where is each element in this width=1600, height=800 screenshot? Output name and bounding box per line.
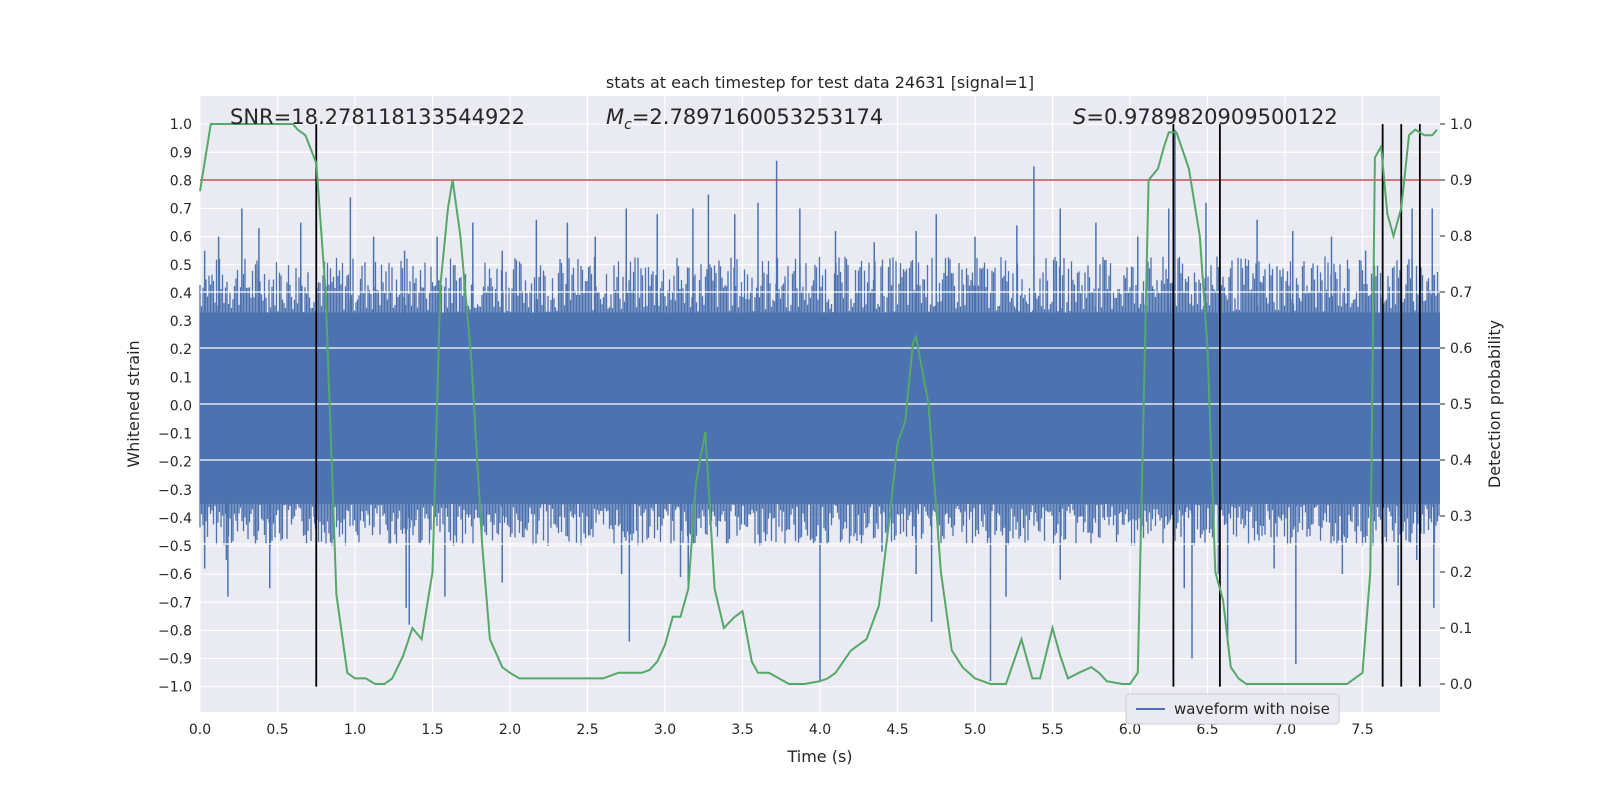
x-tick-label: 7.5 [1351, 722, 1373, 738]
y-axis-label-left: Whitened strain [124, 340, 143, 467]
left-tick-label: 0.7 [170, 202, 192, 218]
x-tick-label: 2.5 [576, 722, 598, 738]
left-tick-label: 0.0 [170, 398, 192, 414]
left-tick-label: −1.0 [158, 680, 192, 696]
x-tick-label: 1.0 [344, 722, 366, 738]
legend-box [1125, 693, 1340, 725]
trigger-markers [315, 124, 1421, 687]
right-axis-ticks: 1.0 0.9 0.8 0.7 0.6 0.5 0.4 0.3 0.2 0.1 0.0 [1440, 117, 1472, 693]
x-tick-label: 6.0 [1119, 722, 1141, 738]
left-tick-label: −0.2 [158, 455, 192, 471]
left-tick-label: 0.5 [170, 258, 192, 274]
right-tick-label: 0.1 [1450, 621, 1472, 637]
x-tick-label: 5.0 [964, 722, 986, 738]
x-tick-label: 2.0 [499, 722, 521, 738]
left-tick-label: −0.6 [158, 567, 192, 583]
left-tick-label: −0.8 [158, 623, 192, 639]
left-tick-label: −0.7 [158, 595, 192, 611]
chirp-mass-value: =2.7897160053253174 [632, 105, 883, 129]
left-tick-label: 0.1 [170, 370, 192, 386]
left-tick-label: 0.9 [170, 145, 192, 161]
left-tick-label: −0.5 [158, 539, 192, 555]
x-tick-label: 7.0 [1274, 722, 1296, 738]
left-tick-label: −0.9 [158, 652, 192, 668]
right-tick-label: 0.2 [1450, 565, 1472, 581]
left-tick-label: −0.3 [158, 483, 192, 499]
left-tick-label: 1.0 [170, 117, 192, 133]
x-tick-label: 4.5 [886, 722, 908, 738]
left-tick-label: −0.1 [158, 427, 192, 443]
left-axis-ticks: 1.0 0.9 0.8 0.7 0.6 0.5 0.4 0.3 0.2 0.1 0.0 −0.1 −0.… [158, 117, 192, 696]
x-axis-label: Time (s) [786, 747, 852, 766]
snr-annotation: SNR=18.278118133544922 [230, 105, 525, 129]
score-symbol: S [1073, 105, 1086, 129]
chirp-mass-symbol: M [606, 105, 624, 129]
right-tick-label: 0.7 [1450, 285, 1472, 301]
chirp-mass-subscript: c [624, 117, 632, 133]
right-tick-label: 1.0 [1450, 117, 1472, 133]
x-axis-ticks: 0.0 0.5 1.0 1.5 2.0 2.5 3.0 3.5 4.0 4.5 5.0 5.5 6.0 6… [189, 722, 1374, 738]
right-tick-label: 0.0 [1450, 677, 1472, 693]
legend-label-waveform: waveform with noise [1174, 700, 1330, 718]
x-tick-label: 1.5 [421, 722, 443, 738]
probability-series [199, 123, 1438, 685]
x-tick-label: 0.0 [189, 722, 211, 738]
left-tick-label: 0.8 [170, 173, 192, 189]
chart-title: stats at each timestep for test data 246… [606, 73, 1034, 92]
left-tick-label: 0.6 [170, 230, 192, 246]
right-tick-label: 0.3 [1450, 509, 1472, 525]
detection-probability-line [199, 123, 1438, 685]
left-tick-label: 0.4 [170, 286, 192, 302]
score-annotation: S=0.9789820909500122 [1073, 105, 1338, 129]
right-tick-label: 0.8 [1450, 229, 1472, 245]
left-tick-label: 0.3 [170, 314, 192, 330]
x-tick-label: 4.0 [809, 722, 831, 738]
legend: waveform with noise [1125, 693, 1340, 725]
x-tick-label: 3.5 [731, 722, 753, 738]
x-tick-label: 0.5 [266, 722, 288, 738]
right-tick-label: 0.4 [1450, 453, 1472, 469]
waveform-series [199, 129, 1440, 682]
score-value: =0.9789820909500122 [1086, 105, 1337, 129]
chirp-mass-annotation: Mc=2.7897160053253174 [606, 105, 883, 133]
left-tick-label: 0.2 [170, 342, 192, 358]
right-tick-label: 0.9 [1450, 173, 1472, 189]
right-tick-label: 0.6 [1450, 341, 1472, 357]
y-axis-label-right: Detection probability [1485, 320, 1504, 488]
right-tick-label: 0.5 [1450, 397, 1472, 413]
x-tick-label: 3.0 [654, 722, 676, 738]
x-tick-label: 5.5 [1041, 722, 1063, 738]
x-tick-label: 6.5 [1196, 722, 1218, 738]
left-tick-label: −0.4 [158, 511, 192, 527]
